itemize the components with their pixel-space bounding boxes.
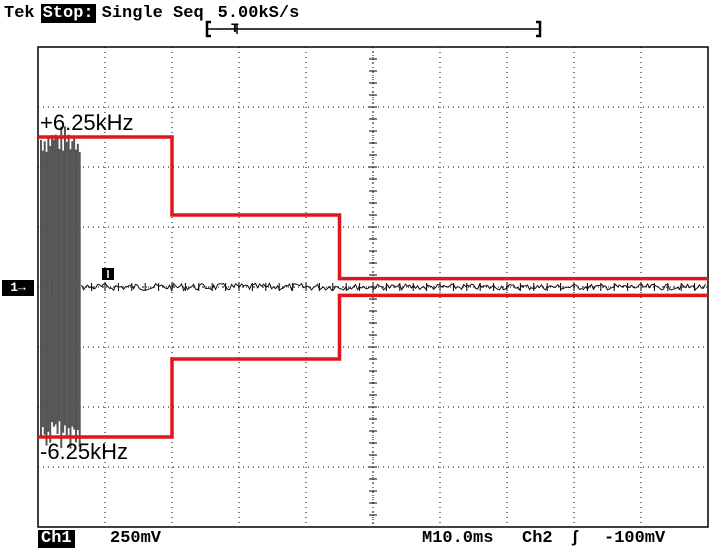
lower-envelope-line [38,293,708,439]
acquisition-state-badge: Stop: [40,3,96,23]
record-window-bracket-icon [205,20,542,38]
sample-rate-label: 5.00kS/s [217,3,300,23]
status-header: Tek Stop: Single Seq 5.00kS/s [4,1,299,25]
channel-badge: Ch1 [38,530,75,548]
signal-trace [40,126,706,449]
upper-limit-label: +6.25kHz [40,110,134,135]
frequency-envelope [38,135,708,439]
settled-signal-line [81,282,706,292]
upper-envelope-line [38,135,708,281]
trigger-point-marker [102,268,114,280]
trigger-position-marker: T [231,21,239,36]
trigger-level-label: -100mV [604,529,666,548]
graticule-grid [37,46,709,528]
brand-label: Tek [4,3,35,23]
acquisition-mode-label: Single Seq [101,3,204,23]
timebase-label: M10.0ms [422,529,494,548]
status-footer: Ch1 250mV M10.0ms Ch2 ʃ -100mV [38,527,708,551]
channel-ground-marker: 1→ [2,280,34,296]
vertical-scale-label: 250mV [110,529,162,548]
rising-edge-icon: ʃ [570,529,581,548]
lower-limit-label: -6.25kHz [40,439,129,464]
trigger-source-label: Ch2 [522,529,553,548]
